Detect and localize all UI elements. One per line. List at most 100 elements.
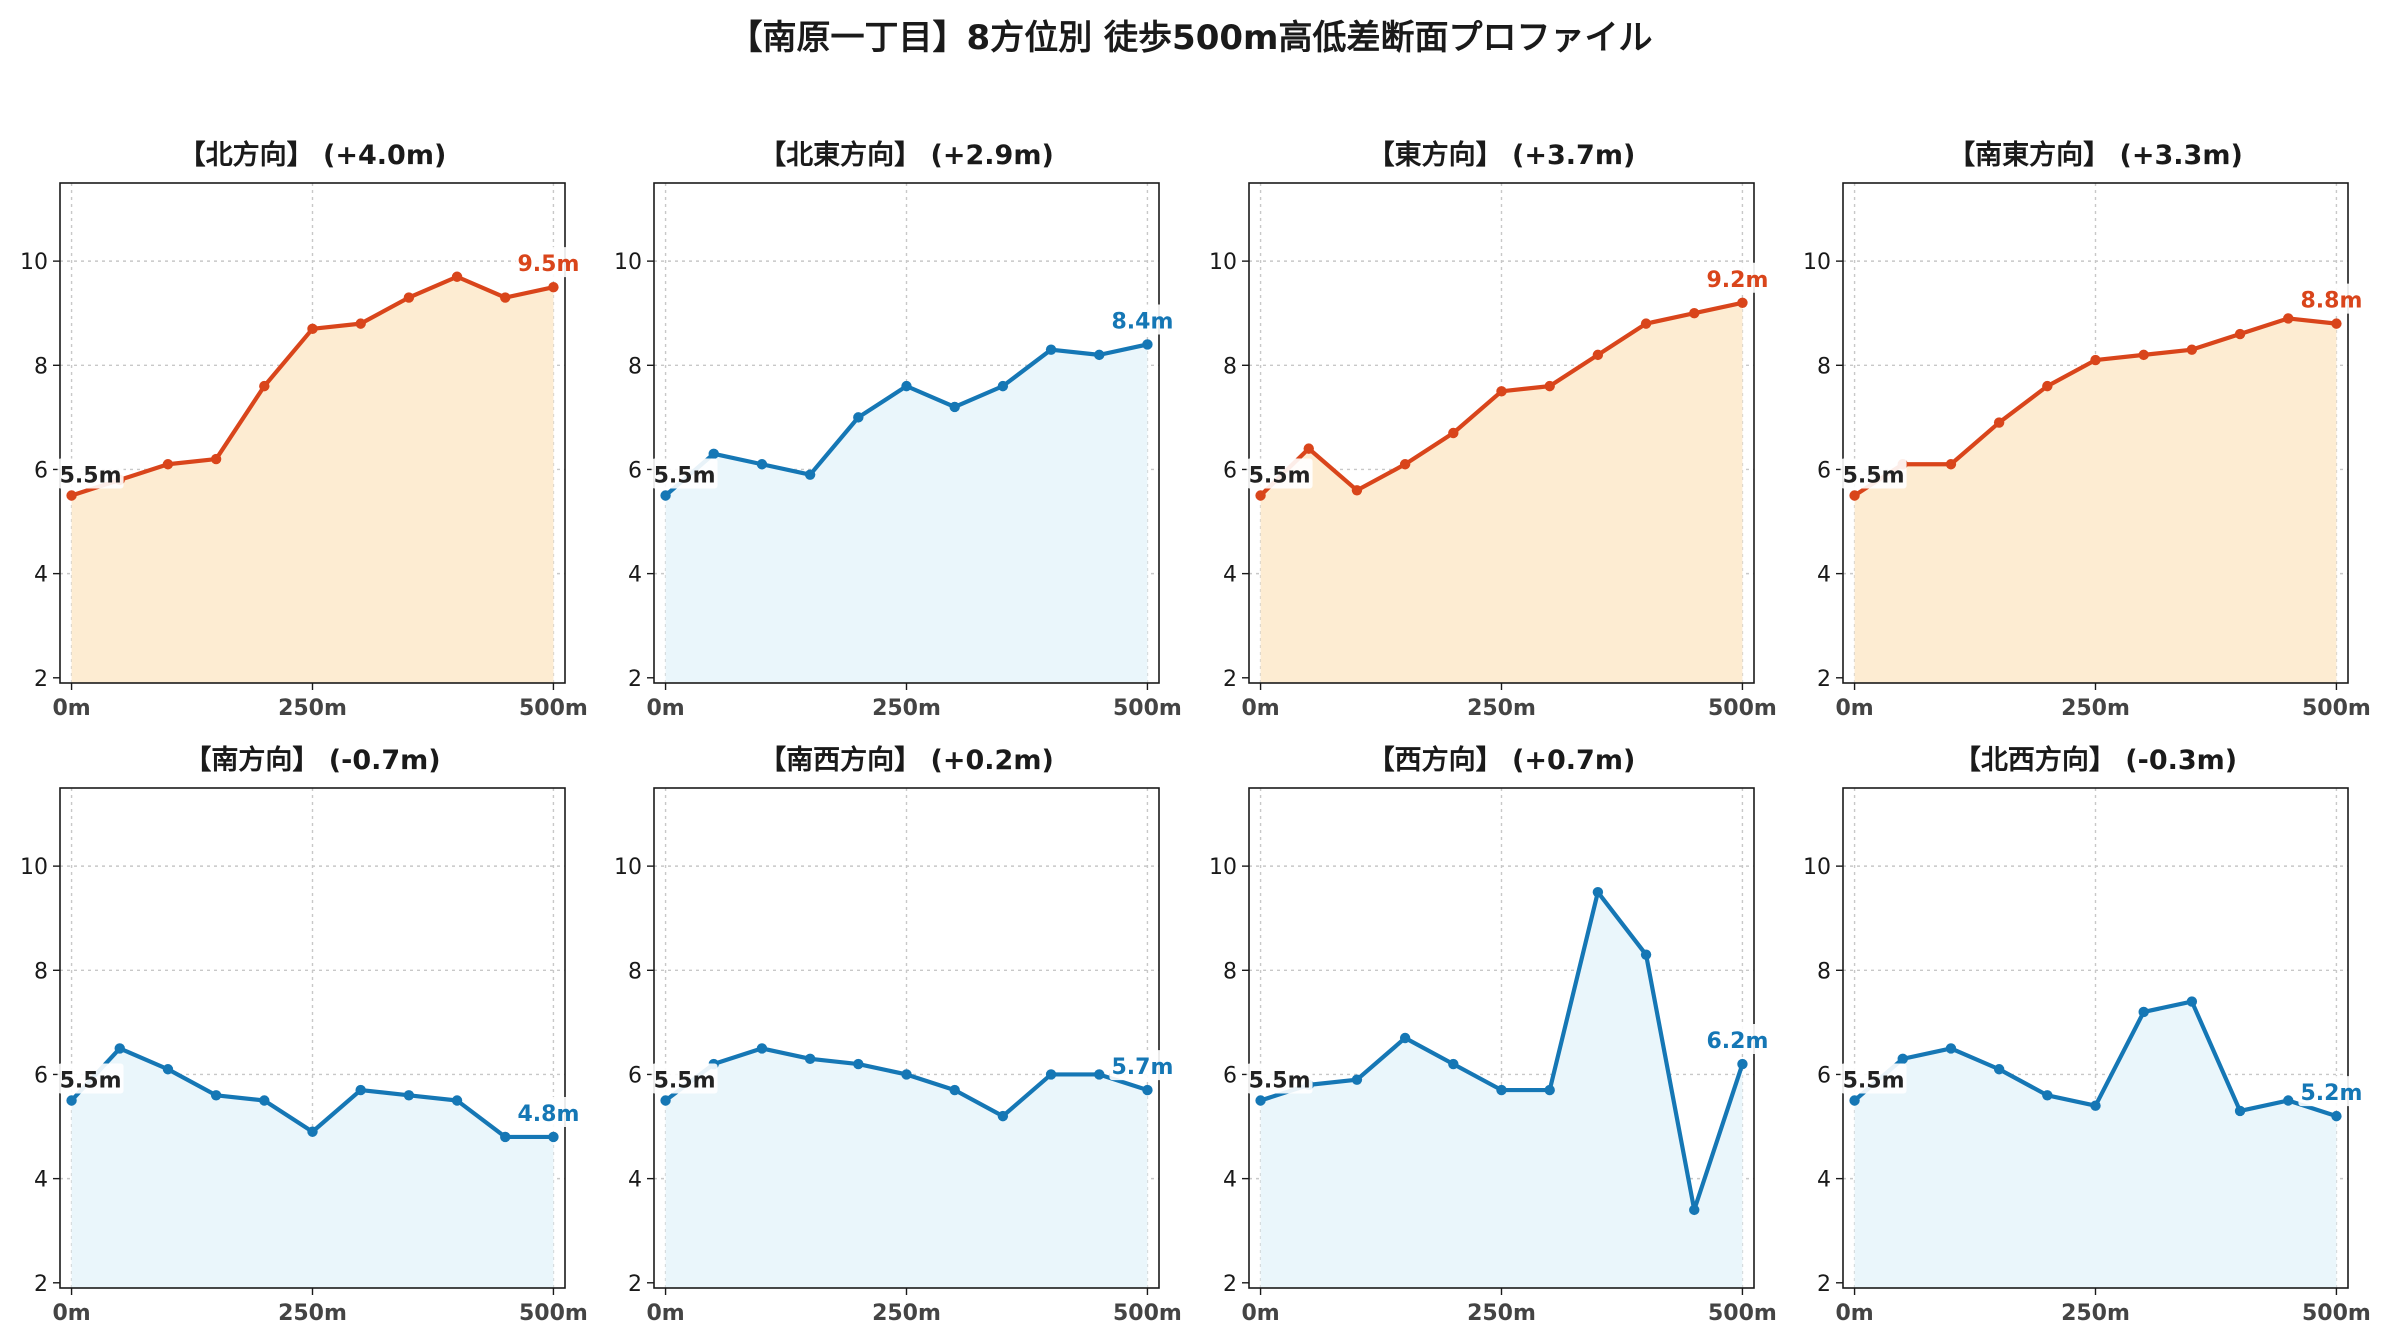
y-tick-label: 10 [614,855,642,880]
x-tick-label: 500m [1708,696,1777,721]
chart-title: 【南西方向】 (+0.2m) [759,744,1054,776]
data-point [1592,886,1604,898]
data-point [162,459,174,470]
data-point [2090,1100,2101,1111]
data-point [307,323,318,335]
data-point [548,281,559,293]
x-tick-label: 0m [52,696,90,721]
x-tick-label: 250m [278,696,347,721]
data-point [756,459,768,470]
y-tick-label: 6 [1817,458,1831,483]
y-tick-label: 6 [34,1063,48,1088]
chart-title: 【北東方向】 (+2.9m) [759,139,1054,171]
data-point [2042,380,2053,392]
end-label-box [1704,1024,1771,1055]
elevation-area [1854,318,2337,683]
data-point [997,380,1009,392]
data-point [949,401,960,413]
data-point [1255,1095,1266,1106]
figure-title: 【南原一丁目】8方位別 徒歩500m高低差断面プロファイル [728,18,1653,58]
data-point [708,448,719,460]
data-point [403,292,415,303]
end-label-box [2298,1076,2365,1107]
x-tick-label: 250m [2061,1301,2130,1326]
data-point [1448,427,1459,439]
end-label-box [2298,283,2365,314]
y-tick-label: 6 [1223,458,1237,483]
data-point [804,1053,816,1065]
y-tick-label: 2 [628,1272,642,1297]
data-point [2331,318,2342,329]
chart-title: 【北西方向】 (-0.3m) [1954,744,2237,776]
data-point [901,1069,912,1080]
data-point [1592,349,1604,361]
data-point [1849,490,1860,501]
x-tick-label: 250m [1467,696,1536,721]
data-point [1045,1069,1057,1080]
data-point [1496,386,1507,397]
data-point [548,1131,559,1143]
y-tick-label: 8 [1223,959,1237,984]
data-point [2090,354,2101,366]
data-point [210,1090,222,1101]
profile-chart-1: 【北方向】 (+4.0m) 2 4 6 8 10 0m 250m 500m 5.5m 9.5m [20,139,588,721]
x-tick-label: 500m [1113,696,1182,721]
start-label-box [1840,458,1907,489]
y-tick-label: 10 [1209,855,1237,880]
end-elevation-label: 5.7m [1111,1055,1173,1080]
start-elevation-label: 5.5m [60,464,122,489]
x-tick-label: 500m [2302,1301,2371,1326]
start-elevation-label: 5.5m [654,464,716,489]
data-point [1303,443,1314,454]
data-point [114,1043,125,1054]
end-label-box [1109,1050,1176,1081]
data-point [307,1126,318,1137]
data-point [1640,949,1652,960]
start-label-box [57,458,124,489]
y-tick-label: 10 [20,250,48,275]
end-elevation-label: 8.8m [2300,289,2362,314]
y-tick-label: 10 [1803,250,1831,275]
start-elevation-label: 5.5m [1249,1069,1311,1094]
data-point [853,412,864,423]
start-label-box [651,458,718,489]
x-tick-label: 500m [1113,1301,1182,1326]
chart-title: 【西方向】 (+0.7m) [1368,744,1636,776]
end-elevation-label: 9.5m [517,252,579,277]
x-tick-label: 0m [1835,696,1873,721]
y-tick-label: 10 [1803,855,1831,880]
y-tick-label: 8 [34,354,48,379]
x-tick-label: 250m [278,1301,347,1326]
x-tick-label: 0m [646,1301,684,1326]
data-point [2042,1090,2053,1101]
elevation-area [665,344,1148,683]
y-tick-label: 4 [1223,1168,1237,1193]
y-tick-label: 4 [34,1168,48,1193]
y-tick-label: 2 [1223,1272,1237,1297]
end-label-box [1109,304,1176,335]
end-elevation-label: 8.4m [1111,309,1173,334]
y-tick-label: 4 [1817,563,1831,588]
y-tick-label: 2 [1817,667,1831,692]
data-point [1993,1064,2005,1075]
start-label-box [57,1063,124,1094]
y-tick-label: 8 [628,354,642,379]
y-tick-label: 4 [628,563,642,588]
end-label-box [515,247,582,278]
data-point [259,1095,270,1106]
y-tick-label: 2 [1223,667,1237,692]
data-point [451,271,463,282]
data-point [1094,1069,1105,1080]
data-point [210,453,222,465]
data-point [1045,344,1057,355]
data-point [949,1084,960,1096]
data-point [901,380,912,392]
data-point [1399,1032,1411,1044]
y-tick-label: 6 [628,1063,642,1088]
data-point [1849,1095,1860,1106]
y-tick-label: 8 [34,959,48,984]
y-tick-label: 4 [34,563,48,588]
data-point [2234,328,2246,340]
profile-chart-5: 【南方向】 (-0.7m) 2 4 6 8 10 0m 250m 500m 5.5m 4.8m [20,744,588,1326]
